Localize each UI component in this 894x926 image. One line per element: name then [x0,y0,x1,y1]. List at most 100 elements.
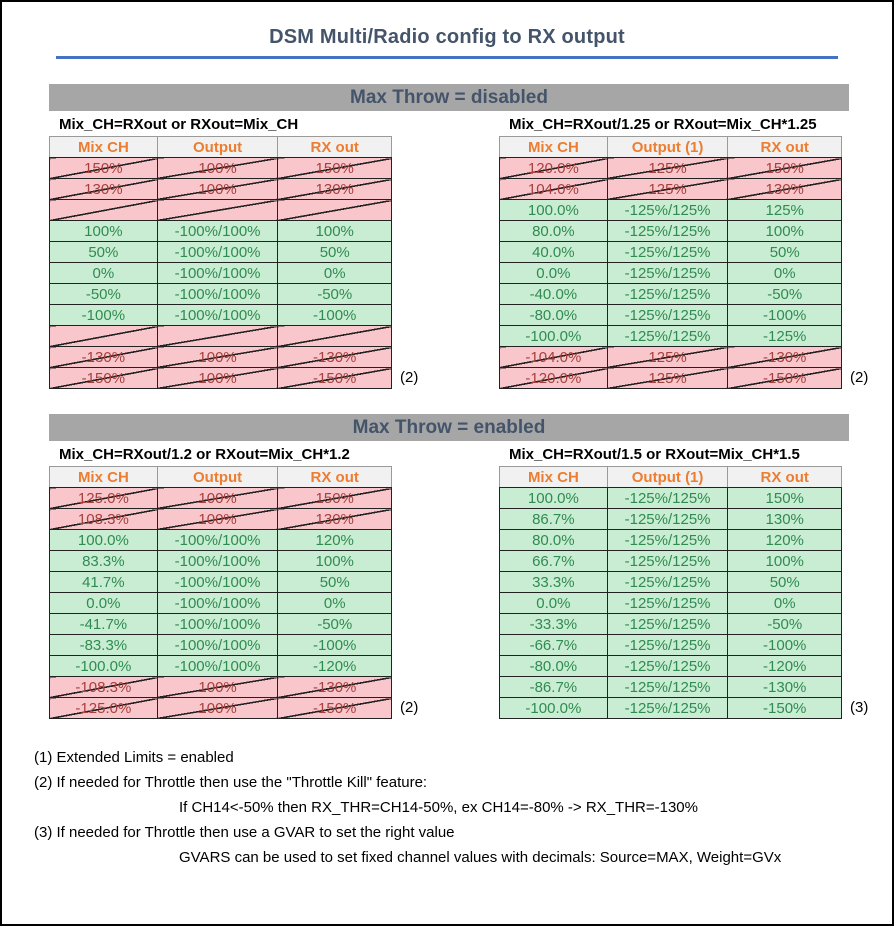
table-row: 41.7% -100%/100% 50% [49,571,392,593]
table-cell: 100% [277,550,392,572]
table-row: 100.0% -125%/125% 125% [499,199,842,221]
table-row: 33.3% -125%/125% 50% [499,571,842,593]
table-row: -104.0% 125% -130% [499,346,842,368]
table-row: 150% 100% 150% [49,157,392,179]
table-cell: 120% [277,529,392,551]
footnote-ref: (3) [850,699,869,716]
table-cell [156,199,279,221]
table-row: -80.0% -125%/125% -100% [499,304,842,326]
table-cell: -100% [49,304,158,326]
table-cell: 50% [277,241,392,263]
table-row: -100.0% -125%/125% -125% [499,325,842,347]
table-header-row: Mix CH Output RX out [49,466,392,488]
table-block-1-1: Mix_CH=RXout or RXout=Mix_CH (2) Mix CH Out… [49,115,418,389]
column-header: RX out [277,136,392,158]
table-cell: 80.0% [499,529,608,551]
table-cell: 120% [727,529,842,551]
table-cell: 100.0% [49,529,158,551]
table-wrap: (2) Mix CH Output (1) RX out 120.0% 125% 150% 1… [499,136,868,389]
table-cell: -80.0% [499,304,608,326]
table-cell: -100%/100% [156,283,279,305]
table-row: 130% 100% 130% [49,178,392,200]
table-cell: 125% [606,367,729,389]
table-cell: 104.0% [499,178,608,200]
table-cell: -125%/125% [606,676,729,698]
column-header: RX out [277,466,392,488]
table-cell: 108.3% [49,508,158,530]
table-cell: -100%/100% [156,634,279,656]
footnote-line: GVARS can be used to set fixed channel v… [179,849,782,866]
table-cell: 125% [606,346,729,368]
table-cell: 130% [277,508,392,530]
table-cell [49,325,158,347]
table-cell: -125.0% [49,697,158,719]
table-cell: 83.3% [49,550,158,572]
table-cell: 50% [727,241,842,263]
table-cell: 100% [156,346,279,368]
table-row [49,199,392,221]
table-cell: -50% [277,283,392,305]
table-cell: 66.7% [499,550,608,572]
section-tables-row: Mix_CH=RXout/1.2 or RXout=Mix_CH*1.2 (2) M… [49,445,868,719]
content-area: Max Throw = disabled Mix_CH=RXout or RXou… [2,84,892,719]
footnote-ref: (2) [400,699,419,716]
table-cell: -86.7% [499,676,608,698]
section-banner-2: Max Throw = enabled [49,414,849,441]
table-row: 0% -100%/100% 0% [49,262,392,284]
table-cell: -125%/125% [606,241,729,263]
table-cell: -104.0% [499,346,608,368]
table-cell: 100% [49,220,158,242]
column-header: Mix CH [499,466,608,488]
column-header: RX out [727,466,842,488]
table-cell: 100% [277,220,392,242]
table-cell: 100% [156,508,279,530]
footnote-line: (1) Extended Limits = enabled [34,749,234,766]
table-row: -125.0% 100% -150% [49,697,392,719]
table-row: -33.3% -125%/125% -50% [499,613,842,635]
table-cell: 100% [156,487,279,509]
column-header: Mix CH [499,136,608,158]
footnotes: (1) Extended Limits = enabled (2) If need… [2,745,892,870]
table-cell: 0% [49,262,158,284]
table-row: 100.0% -125%/125% 150% [499,487,842,509]
table-cell: -41.7% [49,613,158,635]
table-cell: -50% [727,283,842,305]
table-cell: -125%/125% [606,304,729,326]
table-cell: -150% [727,697,842,719]
table-block-1-2: Mix_CH=RXout/1.25 or RXout=Mix_CH*1.25 (2… [499,115,868,389]
config-table: Mix CH Output (1) RX out 100.0% -125%/125% 15… [499,466,842,719]
table-cell: 100% [156,367,279,389]
table-cell: -125%/125% [606,262,729,284]
table-cell: -120% [727,655,842,677]
table-cell: -40.0% [499,283,608,305]
table-cell: 0.0% [499,592,608,614]
table-row: -80.0% -125%/125% -120% [499,655,842,677]
config-table: Mix CH Output RX out 125.0% 100% 150% 108.3% 10… [49,466,392,719]
table-cell: -125%/125% [606,508,729,530]
table-row: -40.0% -125%/125% -50% [499,283,842,305]
table-cell: -150% [277,697,392,719]
table-cell: 80.0% [499,220,608,242]
table-cell: -130% [277,346,392,368]
table-cell: -50% [727,613,842,635]
column-header: Mix CH [49,136,158,158]
config-table: Mix CH Output RX out 150% 100% 150% 130% 100% 13… [49,136,392,389]
table-cell: -125%/125% [606,634,729,656]
table-row: -108.3% 100% -130% [49,676,392,698]
footnote-ref: (2) [400,369,419,386]
table-cell: -125%/125% [606,220,729,242]
table-row: -100.0% -100%/100% -120% [49,655,392,677]
column-header: Output [156,136,279,158]
table-cell: -33.3% [499,613,608,635]
table-row: -150% 100% -150% [49,367,392,389]
page-title: DSM Multi/Radio config to RX output [269,26,625,48]
table-cell: -125%/125% [606,487,729,509]
column-header: RX out [727,136,842,158]
column-header: Mix CH [49,466,158,488]
table-cell: -80.0% [499,655,608,677]
table-cell: -125%/125% [606,697,729,719]
table-row: 120.0% 125% 150% [499,157,842,179]
table-cell: 130% [277,178,392,200]
table-cell: 100% [156,157,279,179]
